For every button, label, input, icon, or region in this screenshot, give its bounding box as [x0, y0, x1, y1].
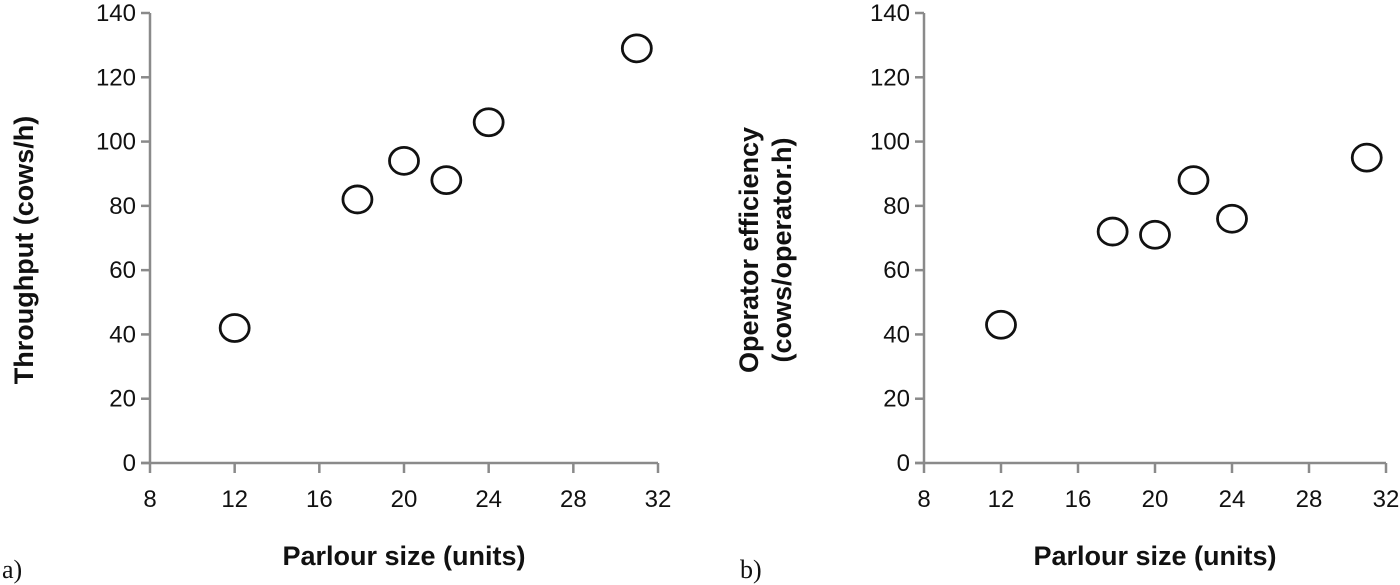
panel-a-throughput-chart: 0 20 40 60 80 100 120 140 8 12 16 20 24 28 32 Parlour s…: [2, 0, 671, 584]
y-tick-label: 40: [109, 321, 136, 348]
x-tick-label: 16: [1065, 486, 1092, 513]
data-point-marker: [341, 184, 374, 215]
x-tick-label: 28: [1296, 486, 1323, 513]
data-point-marker: [472, 107, 505, 138]
panel-label: b): [740, 555, 762, 584]
y-tick-label: 120: [96, 64, 136, 91]
y-tick-label: 140: [870, 0, 910, 27]
x-tick-label: 32: [1373, 486, 1400, 513]
x-tick-label: 20: [1142, 486, 1169, 513]
x-tick-label: 24: [475, 486, 502, 513]
y-tick-label: 100: [870, 129, 910, 156]
data-point-marker: [1350, 142, 1383, 173]
y-tick-label: 40: [883, 321, 910, 348]
x-axis-title: Parlour size (units): [1033, 541, 1276, 571]
x-axis-title: Parlour size (units): [282, 541, 525, 571]
data-point-marker: [620, 33, 653, 64]
data-point-marker: [1177, 165, 1210, 196]
data-point-marker: [388, 145, 420, 176]
x-tick-label: 32: [645, 486, 672, 513]
y-axis-title: Operator efficiency: [734, 127, 764, 373]
x-tick-label: 12: [221, 486, 248, 513]
data-point-marker: [1096, 216, 1129, 247]
data-point-marker: [1216, 203, 1248, 234]
panel-label: a): [2, 555, 22, 584]
panel-b-operator-efficiency-chart: 0 20 40 60 80 100 120 140 8 12 16 20 24 28 32 Parlour s…: [734, 0, 1399, 584]
x-tick-label: 8: [143, 486, 156, 513]
y-tick-label: 0: [897, 450, 910, 477]
x-tick-label: 24: [1219, 486, 1246, 513]
y-tick-label: 60: [109, 257, 136, 284]
y-tick-label: 80: [883, 193, 910, 220]
x-tick-label: 16: [306, 486, 333, 513]
x-tick-label: 20: [391, 486, 418, 513]
x-tick-label: 28: [560, 486, 587, 513]
data-point-marker: [430, 165, 463, 196]
y-tick-label: 20: [109, 386, 136, 413]
y-tick-label: 0: [123, 450, 136, 477]
x-tick-label: 8: [917, 486, 930, 513]
y-axis-title: Throughput (cows/h): [9, 116, 39, 384]
y-tick-label: 60: [883, 257, 910, 284]
y-tick-label: 80: [109, 193, 136, 220]
data-point-marker: [985, 309, 1017, 340]
y-tick-label: 120: [870, 64, 910, 91]
data-point-marker: [1139, 219, 1171, 250]
data-point-marker: [218, 313, 251, 343]
x-tick-label: 12: [988, 486, 1015, 513]
y-axis-title: (cows/operator.h): [767, 137, 797, 362]
y-tick-label: 20: [883, 386, 910, 413]
y-tick-label: 140: [96, 0, 136, 27]
y-tick-label: 100: [96, 129, 136, 156]
